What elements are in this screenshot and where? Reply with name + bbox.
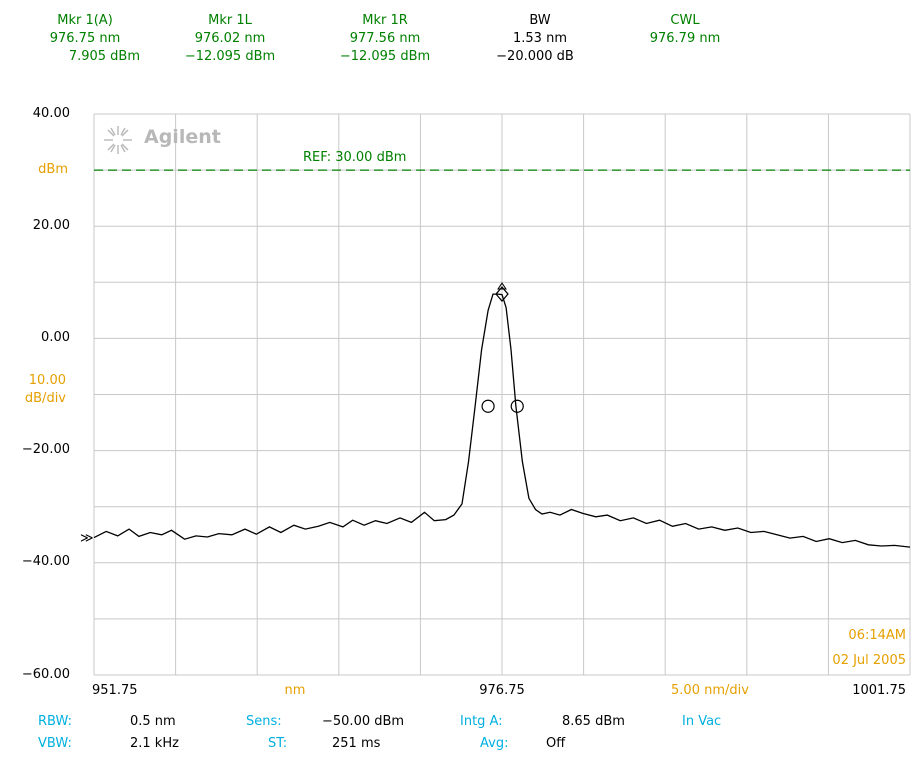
y-tick-label: −20.00 (21, 442, 70, 457)
intg-value: 8.65 dBm (562, 714, 625, 729)
marker-1a-wavelength: 976.75 nm (49, 31, 121, 46)
x-tick-label: 976.75 (479, 683, 525, 698)
x-unit-label: nm (284, 683, 306, 698)
marker-symbols (481, 282, 524, 413)
intg-label: Intg A: (460, 714, 503, 729)
marker-1a-power: 7.905 dBm (68, 49, 140, 64)
y-tick-label: 20.00 (32, 218, 70, 233)
reference-level-label: REF: 30.00 dBm (303, 150, 407, 165)
agilent-logo: Agilent (144, 126, 221, 148)
x-tick-label: 951.75 (92, 683, 138, 698)
y-tick-label: 40.00 (32, 106, 70, 121)
cwl-label: CWL (670, 13, 700, 28)
x-tick-label: 1001.75 (852, 683, 906, 698)
avg-value: Off (546, 736, 566, 751)
marker-1l-label: Mkr 1L (208, 13, 252, 28)
bw-threshold: −20.000 dB (496, 49, 574, 64)
sens-value: −50.00 dBm (322, 714, 405, 729)
marker-1a-label: Mkr 1(A) (57, 13, 113, 28)
marker-1r-wavelength: 977.56 nm (349, 31, 421, 46)
timestamp-time: 06:14AM (848, 628, 906, 643)
y-scale-value: 10.00 (28, 373, 66, 388)
y-scale-unit: dB/div (24, 391, 66, 406)
svg-text:≫: ≫ (80, 531, 94, 546)
marker-1l-symbol (481, 399, 495, 413)
medium-label: In Vac (682, 714, 722, 729)
agilent-spark-icon (104, 126, 132, 154)
sens-label: Sens: (246, 714, 282, 729)
plot-grid (93, 113, 911, 676)
avg-label: Avg: (480, 736, 509, 751)
marker-1r-label: Mkr 1R (362, 13, 408, 28)
trace-ref-arrow-icon: ≫ (80, 531, 94, 546)
marker-1r-power: −12.095 dBm (339, 49, 431, 64)
y-unit-label: dBm (38, 162, 68, 177)
vbw-label: VBW: (38, 736, 72, 751)
st-label: ST: (268, 736, 288, 751)
rbw-label: RBW: (38, 714, 72, 729)
marker-1a-pointer (497, 282, 507, 290)
marker-1a-symbol (495, 286, 509, 302)
timestamp-date: 02 Jul 2005 (832, 653, 906, 668)
st-value: 251 ms (332, 736, 381, 751)
rbw-value: 0.5 nm (130, 714, 176, 729)
marker-1l-power: −12.095 dBm (184, 49, 276, 64)
y-tick-label: 0.00 (41, 330, 70, 345)
x-scale-label: 5.00 nm/div (671, 683, 749, 698)
cwl-value: 976.79 nm (649, 31, 721, 46)
bw-label: BW (529, 13, 551, 28)
vbw-value: 2.1 kHz (130, 736, 179, 751)
y-tick-label: −40.00 (21, 554, 70, 569)
marker-1l-wavelength: 976.02 nm (194, 31, 266, 46)
y-tick-label: −60.00 (21, 667, 70, 682)
bw-value: 1.53 nm (513, 31, 567, 46)
marker-1r-symbol (510, 399, 524, 413)
